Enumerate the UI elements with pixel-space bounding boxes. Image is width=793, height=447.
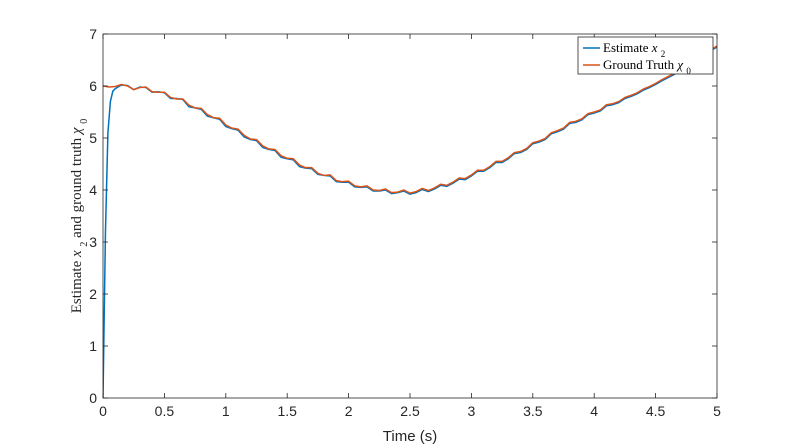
plot-area <box>103 45 717 398</box>
x-axis-label: Time (s) <box>383 428 437 445</box>
x-tick-label: 0.5 <box>155 403 175 419</box>
x-tick-label: 2 <box>345 403 353 419</box>
legend-box <box>577 36 714 75</box>
y-label-x-hat: x <box>69 250 85 258</box>
x-tick-label: 0 <box>99 403 107 419</box>
series-line-ground-truth <box>103 45 717 194</box>
legend-label-ground-truth: Ground Truth χ 0 <box>603 57 691 76</box>
plot-background <box>103 34 717 398</box>
x-tick-label: 3 <box>468 403 476 419</box>
y-tick-label: 4 <box>89 182 97 198</box>
y-label-prefix: Estimate <box>69 257 85 313</box>
y-tick-label: 5 <box>89 130 97 146</box>
x-tick-label: 1.5 <box>277 403 297 419</box>
x-tick-label: 5 <box>713 403 721 419</box>
y-tick-label: 3 <box>89 234 97 250</box>
x-axis: 0 0.5 1 1.5 2 2.5 3 3.5 4 4.5 5 <box>99 34 721 419</box>
y-label-chi-sub: 0 <box>79 119 90 124</box>
y-tick-label: 0 <box>89 390 97 406</box>
y-axis-label: Estimate x 2 and ground truth χ 0 <box>69 119 90 314</box>
y-tick-label: 2 <box>89 286 97 302</box>
y-tick-label: 1 <box>89 338 97 354</box>
legend: Estimate x 2 Ground Truth χ 0 <box>577 36 714 76</box>
y-axis: 0 1 2 3 4 5 6 7 <box>89 26 717 406</box>
x-tick-label: 4.5 <box>646 403 666 419</box>
legend-label-estimate: Estimate x 2 <box>603 40 665 59</box>
x-tick-label: 1 <box>222 403 230 419</box>
x-tick-label: 3.5 <box>523 403 543 419</box>
y-label-chi: χ <box>69 127 85 136</box>
y-label-middle: and ground truth <box>69 134 85 238</box>
y-tick-label: 7 <box>89 26 97 42</box>
y-label-x-sub: 2 <box>79 242 90 247</box>
x-tick-label: 2.5 <box>400 403 420 419</box>
y-tick-label: 6 <box>89 78 97 94</box>
x-tick-label: 4 <box>590 403 598 419</box>
